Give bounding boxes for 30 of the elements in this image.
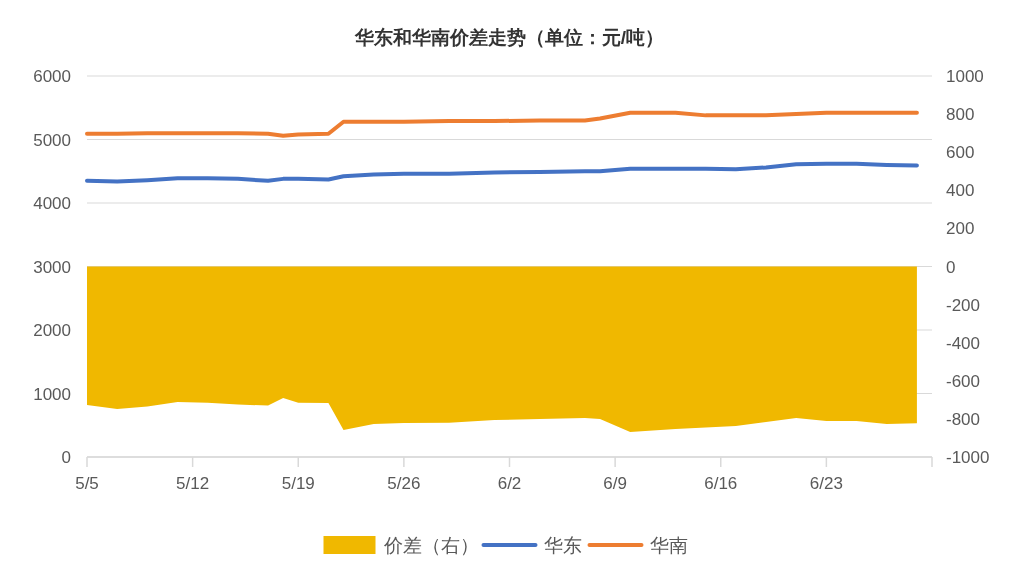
x-tick-label: 5/26 [387, 474, 421, 493]
legend-label: 价差（右） [382, 535, 479, 556]
legend-label: 华东 [543, 535, 582, 556]
x-tick-label: 5/12 [176, 474, 210, 493]
y2-tick-label: 1000 [946, 67, 984, 86]
y-tick-label: 0 [61, 448, 71, 467]
y2-tick-label: -1000 [946, 448, 990, 467]
y2-tick-label: -800 [946, 409, 981, 429]
x-tick-label: 6/16 [704, 474, 738, 493]
y2-tick-label: 0 [946, 257, 956, 277]
x-tick-label: 6/9 [603, 474, 627, 493]
y-tick-label: 2000 [33, 321, 71, 340]
y2-tick-label: 200 [946, 219, 975, 239]
y-tick-label: 3000 [33, 257, 71, 277]
y2-tick-label: -600 [946, 371, 981, 391]
y-tick-label: 4000 [33, 194, 71, 213]
y-tick-label: 1000 [33, 384, 71, 404]
legend-label: 华南 [649, 535, 688, 556]
chart-title: 华东和华南价差走势（单位：元/吨） [353, 27, 665, 48]
x-tick-label: 5/19 [281, 474, 315, 493]
y-tick-label: 5000 [33, 130, 71, 150]
y2-tick-label: 600 [946, 143, 975, 163]
y2-tick-label: -400 [946, 333, 981, 353]
y-tick-label: 6000 [33, 67, 71, 86]
x-tick-label: 6/23 [809, 474, 843, 493]
y2-tick-label: 800 [946, 105, 975, 125]
x-tick-label: 5/5 [75, 474, 99, 493]
y2-tick-label: 400 [946, 181, 975, 201]
y2-tick-label: -200 [946, 295, 981, 315]
x-tick-label: 6/2 [497, 474, 522, 493]
